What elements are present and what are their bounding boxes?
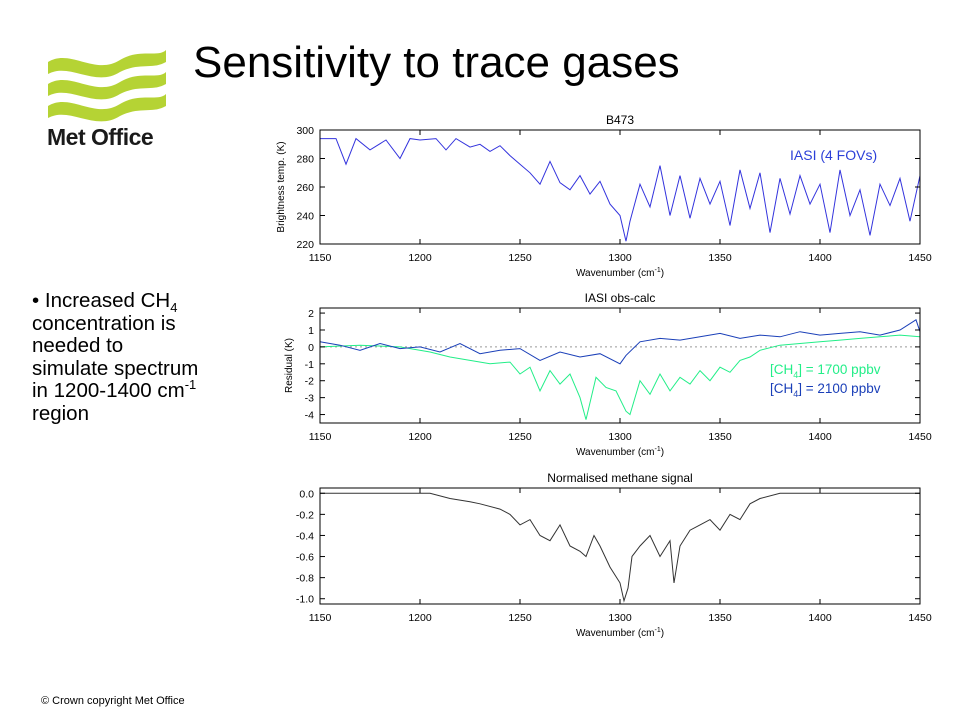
x-tick-label: 1350 [708, 612, 732, 624]
y-tick-label: 300 [296, 125, 314, 137]
chart-title: B473 [606, 113, 634, 127]
y-tick-label: 260 [296, 182, 314, 194]
footer-copyright: © Crown copyright Met Office [41, 695, 185, 707]
legend-2100-ppbv: [CH4] = 2100 ppbv [770, 381, 881, 399]
x-tick-label: 1400 [808, 612, 832, 624]
y-tick-label: 2 [308, 308, 314, 320]
x-axis-label: Wavenumber (cm-1) [576, 627, 664, 639]
series-line-2 [319, 319, 921, 365]
y-tick-label: -3 [305, 393, 314, 405]
x-tick-label: 1300 [608, 612, 632, 624]
y-tick-label: -0.4 [296, 530, 314, 542]
plot-frame [319, 487, 921, 605]
x-tick-label: 1200 [408, 431, 432, 443]
x-tick-label: 1300 [608, 252, 632, 264]
y-tick-label: -0.2 [296, 509, 314, 521]
y-tick-label: -0.6 [296, 552, 314, 564]
y-tick-label: 0.0 [299, 488, 314, 500]
legend-iasi: IASI (4 FOVs) [790, 147, 877, 163]
x-tick-label: 1150 [309, 252, 332, 264]
x-tick-label: 1350 [708, 252, 732, 264]
x-axis-label: Wavenumber (cm-1) [576, 267, 664, 279]
series-line-1 [320, 137, 921, 242]
y-tick-label: -4 [305, 410, 314, 422]
x-tick-label: 1350 [708, 431, 732, 443]
chart-panel-1: B473 1150 1200 1250 1300 1350 1400 1450 220 240 26… [276, 113, 932, 279]
x-tick-label: 1400 [808, 252, 832, 264]
chart-title: Normalised methane signal [547, 471, 692, 485]
chart-panel-3: Normalised methane signal 1150 1200 1250 130… [296, 471, 932, 639]
bullet-text: • Increased CH4 concentration is needed … [32, 289, 199, 425]
met-office-logo-text: Met Office [47, 124, 154, 150]
legend-1700-ppbv: [CH4] = 1700 ppbv [770, 362, 881, 380]
y-tick-label: 1 [308, 325, 314, 337]
x-tick-label: 1450 [908, 612, 932, 624]
y-tick-label: -0.8 [296, 573, 314, 585]
y-tick-label: -1.0 [296, 594, 314, 606]
met-office-wave-logo-icon [48, 50, 166, 122]
y-tick-label: 280 [296, 154, 314, 166]
y-tick-label: 240 [296, 211, 314, 223]
x-tick-label: 1250 [508, 431, 532, 443]
x-tick-label: 1450 [908, 252, 932, 264]
y-axis-label: Brightness temp. (K) [276, 141, 287, 232]
series-line-1 [319, 334, 921, 420]
x-tick-label: 1200 [408, 252, 432, 264]
page-title: Sensitivity to trace gases [193, 38, 680, 87]
x-tick-label: 1250 [508, 612, 532, 624]
x-axis-label: Wavenumber (cm-1) [576, 446, 664, 458]
x-tick-label: 1300 [608, 431, 632, 443]
x-tick-label: 1150 [309, 431, 332, 443]
y-axis-label: Residual (K) [284, 338, 295, 393]
series-line-1 [320, 492, 920, 603]
x-tick-label: 1200 [408, 612, 432, 624]
x-tick-label: 1450 [908, 431, 932, 443]
chart-panel-2: IASI obs-calc 1150 1200 1250 1300 1350 1400 145… [284, 291, 932, 458]
x-tick-label: 1150 [309, 612, 332, 624]
y-tick-label: 0 [308, 342, 314, 354]
x-tick-label: 1400 [808, 431, 832, 443]
y-tick-label: 220 [296, 239, 314, 251]
y-tick-label: -1 [305, 359, 314, 371]
x-tick-label: 1250 [508, 252, 532, 264]
chart-title: IASI obs-calc [585, 291, 656, 305]
y-tick-label: -2 [305, 376, 314, 388]
